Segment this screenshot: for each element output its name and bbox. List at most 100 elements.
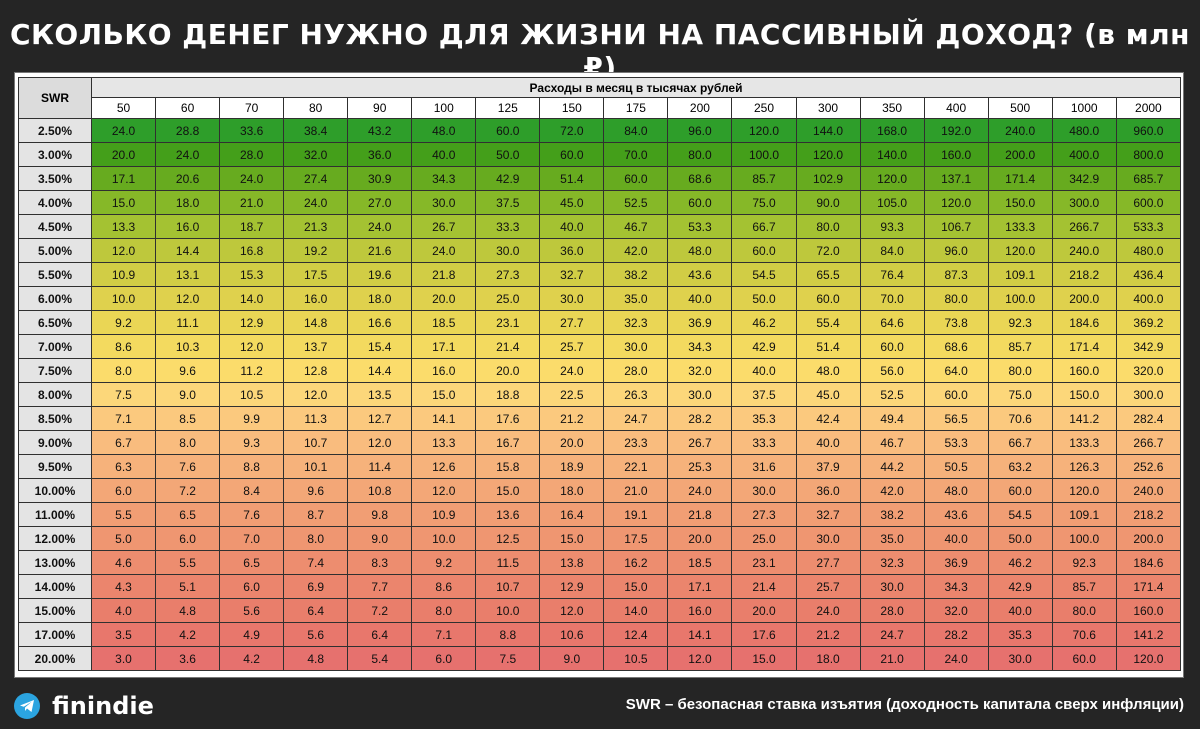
table-row: 8.50% 7.1 8.5 9.9 11.3 12.7 14.1 17.6 21.2 24.7 28… xyxy=(18,406,1182,431)
table-cell: 60.0 xyxy=(859,334,925,359)
table-cell: 30.9 xyxy=(347,166,413,191)
table-cell: 85.7 xyxy=(987,334,1053,359)
table-cell: 4.6 xyxy=(90,550,157,575)
table-cell: 6.5 xyxy=(219,550,285,575)
table-cell: 12.0 xyxy=(90,238,157,263)
table-cell: 184.6 xyxy=(1051,310,1117,335)
table-cell: 73.8 xyxy=(923,310,989,335)
telegram-icon[interactable] xyxy=(14,693,40,719)
table-cell: 21.8 xyxy=(667,502,733,527)
table-cell: 5.6 xyxy=(283,622,349,647)
table-cell: 38.2 xyxy=(603,262,669,287)
table-cell: 120.0 xyxy=(1051,478,1117,503)
table-cell: 120.0 xyxy=(987,238,1053,263)
table-cell: 35.0 xyxy=(603,286,669,311)
table-row: 17.00% 3.5 4.2 4.9 5.6 6.4 7.1 8.8 10.6 12.4 14.1 1… xyxy=(18,622,1182,647)
table-cell: 21.2 xyxy=(539,406,605,431)
table-cell: 171.4 xyxy=(987,166,1053,191)
table-cell: 27.3 xyxy=(731,502,797,527)
swr-row-label: 17.00% xyxy=(18,622,92,647)
table-cell: 36.0 xyxy=(347,142,413,167)
table-cell: 17.5 xyxy=(603,526,669,551)
table-cell: 32.0 xyxy=(283,142,349,167)
table-cell: 8.3 xyxy=(347,550,413,575)
table-cell: 21.4 xyxy=(731,574,797,599)
table-cell: 9.2 xyxy=(90,310,157,335)
table-cell: 100.0 xyxy=(987,286,1053,311)
table-cell: 24.0 xyxy=(411,238,477,263)
table-cell: 12.0 xyxy=(219,334,285,359)
swr-row-label: 8.50% xyxy=(18,406,92,431)
table-cell: 16.0 xyxy=(411,358,477,383)
table-cell: 40.0 xyxy=(667,286,733,311)
table-cell: 8.4 xyxy=(219,478,285,503)
table-cell: 100.0 xyxy=(731,142,797,167)
swr-row-label: 7.50% xyxy=(18,358,92,383)
table-cell: 12.0 xyxy=(411,478,477,503)
table-cell: 10.9 xyxy=(411,502,477,527)
column-header: 2000 xyxy=(1115,97,1182,119)
table-cell: 960.0 xyxy=(1115,118,1182,143)
column-header: 300 xyxy=(795,97,861,119)
table-cell: 4.8 xyxy=(283,646,349,671)
table-cell: 32.0 xyxy=(923,598,989,623)
table-cell: 9.6 xyxy=(283,478,349,503)
table-cell: 12.0 xyxy=(539,598,605,623)
table-cell: 48.0 xyxy=(795,358,861,383)
column-header: 1000 xyxy=(1051,97,1117,119)
table-cell: 17.6 xyxy=(731,622,797,647)
table-cell: 45.0 xyxy=(539,190,605,215)
table-cell: 40.0 xyxy=(731,358,797,383)
table-row: 5.00% 12.0 14.4 16.8 19.2 21.6 24.0 30.0 36.0 42.… xyxy=(18,238,1182,263)
table-cell: 6.3 xyxy=(90,454,157,479)
table-cell: 14.1 xyxy=(411,406,477,431)
column-header: 500 xyxy=(987,97,1053,119)
table-cell: 46.7 xyxy=(603,214,669,239)
table-cell: 51.4 xyxy=(539,166,605,191)
table-row: 6.00% 10.0 12.0 14.0 16.0 18.0 20.0 25.0 30.0 35.… xyxy=(18,286,1182,311)
table-cell: 27.3 xyxy=(475,262,541,287)
table-cell: 44.2 xyxy=(859,454,925,479)
table-cell: 20.0 xyxy=(411,286,477,311)
table-cell: 37.9 xyxy=(795,454,861,479)
table-cell: 24.7 xyxy=(859,622,925,647)
column-header: 50 xyxy=(90,97,157,119)
table-cell: 40.0 xyxy=(795,430,861,455)
table-cell: 160.0 xyxy=(1051,358,1117,383)
swr-row-label: 3.50% xyxy=(18,166,92,191)
table-cell: 21.2 xyxy=(795,622,861,647)
table-cell: 4.0 xyxy=(90,598,157,623)
brand-block: finindie xyxy=(14,690,154,722)
table-cell: 14.1 xyxy=(667,622,733,647)
table-cell: 9.0 xyxy=(347,526,413,551)
table-cell: 21.8 xyxy=(411,262,477,287)
table-cell: 85.7 xyxy=(731,166,797,191)
table-cell: 80.0 xyxy=(795,214,861,239)
table-cell: 36.0 xyxy=(795,478,861,503)
swr-row-label: 2.50% xyxy=(18,118,92,143)
table-cell: 8.5 xyxy=(155,406,221,431)
table-cell: 12.8 xyxy=(283,358,349,383)
table-cell: 96.0 xyxy=(667,118,733,143)
table-cell: 16.7 xyxy=(475,430,541,455)
table-cell: 49.4 xyxy=(859,406,925,431)
table-cell: 400.0 xyxy=(1051,142,1117,167)
table-cell: 17.1 xyxy=(667,574,733,599)
table-cell: 17.6 xyxy=(475,406,541,431)
table-cell: 9.0 xyxy=(539,646,605,671)
table-cell: 32.3 xyxy=(859,550,925,575)
table-cell: 20.6 xyxy=(155,166,221,191)
table-cell: 51.4 xyxy=(795,334,861,359)
table-cell: 72.0 xyxy=(539,118,605,143)
table-cell: 21.3 xyxy=(283,214,349,239)
table-cell: 9.3 xyxy=(219,430,285,455)
column-header: 70 xyxy=(219,97,285,119)
table-cell: 70.0 xyxy=(859,286,925,311)
table-row: 9.50% 6.3 7.6 8.8 10.1 11.4 12.6 15.8 18.9 22.1 25… xyxy=(18,454,1182,479)
table-cell: 4.2 xyxy=(155,622,221,647)
table-cell: 7.2 xyxy=(347,598,413,623)
table-cell: 6.7 xyxy=(90,430,157,455)
table-cell: 160.0 xyxy=(923,142,989,167)
table-cell: 5.0 xyxy=(90,526,157,551)
table-cell: 27.7 xyxy=(795,550,861,575)
